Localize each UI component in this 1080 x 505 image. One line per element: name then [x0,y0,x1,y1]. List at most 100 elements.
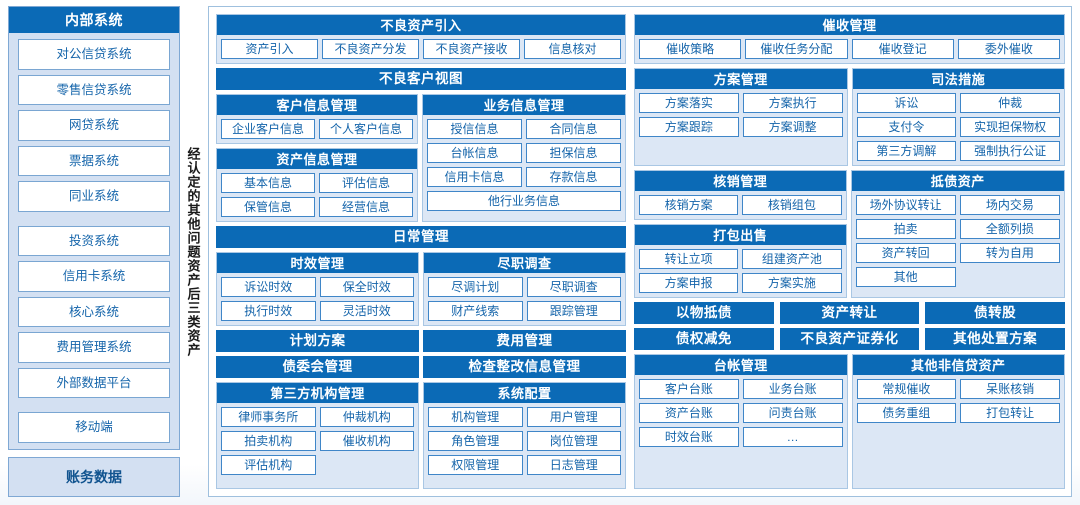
btn-plan-execution[interactable]: 方案执行 [742,93,843,113]
bar-plan-scheme[interactable]: 计划方案 [216,330,419,352]
btn-tracking-management[interactable]: 跟踪管理 [526,301,621,321]
btn-ledger-info[interactable]: 台帐信息 [427,143,522,163]
btn-full-loss-writeoff[interactable]: 全额列损 [959,219,1060,239]
bar-other-disposal-plan[interactable]: 其他处置方案 [925,328,1066,350]
btn-regular-collection[interactable]: 常规催收 [856,379,957,399]
btn-user-management[interactable]: 用户管理 [526,407,621,427]
btn-bad-debt-writeoff[interactable]: 呆账核销 [960,379,1060,399]
btn-plan-execution-sale[interactable]: 方案实施 [742,273,842,293]
sidebar-item-interbank[interactable]: 同业系统 [18,181,170,212]
btn-arbitration[interactable]: 仲裁 [960,93,1060,113]
disposal-bars-row: 以物抵债 债权减免 资产转让 不良资产证券化 债转股 其他处置方案 [634,302,1066,350]
btn-exchange-trade[interactable]: 场内交易 [959,195,1060,215]
bar-expense-management[interactable]: 费用管理 [423,330,626,352]
bar-inspection-rectification[interactable]: 检查整改信息管理 [423,356,626,378]
sidebar-item-expense[interactable]: 费用管理系统 [18,332,170,363]
btn-guarantee-info[interactable]: 担保信息 [526,143,621,163]
btn-debt-restructuring[interactable]: 债务重组 [856,403,957,423]
btn-valuation-info[interactable]: 评估信息 [319,173,413,193]
btn-arbitration-agency[interactable]: 仲裁机构 [319,407,414,427]
btn-basic-info[interactable]: 基本信息 [221,173,315,193]
sidebar-item-mobile[interactable]: 移动端 [18,412,170,444]
btn-property-clues[interactable]: 财产线索 [428,301,523,321]
btn-collection-agency[interactable]: 催收机构 [319,431,414,451]
btn-accountability-ledger[interactable]: 问责台账 [742,403,843,423]
btn-law-firm[interactable]: 律师事务所 [221,407,316,427]
btn-customer-ledger[interactable]: 客户台账 [639,379,739,399]
btn-enterprise-customer-info[interactable]: 企业客户信息 [221,119,315,139]
btn-npl-receive[interactable]: 不良资产接收 [423,39,520,59]
btn-flexible-limitation[interactable]: 灵活时效 [319,301,414,321]
btn-plan-implementation[interactable]: 方案落实 [639,93,739,113]
btn-operation-info[interactable]: 经营信息 [319,197,413,217]
btn-collection-strategy[interactable]: 催收策略 [639,39,742,59]
btn-dd-plan[interactable]: 尽调计划 [428,277,523,297]
btn-plan-declaration[interactable]: 方案申报 [639,273,739,293]
btn-role-management[interactable]: 角色管理 [428,431,523,451]
btn-other-bank-business-info[interactable]: 他行业务信息 [427,191,621,211]
sidebar-item-bills[interactable]: 票据系统 [18,145,170,177]
sidebar-item-core[interactable]: 核心系统 [18,296,170,328]
btn-writeoff-plan[interactable]: 核销方案 [639,195,739,215]
bar-npl-securitization[interactable]: 不良资产证券化 [779,328,920,350]
btn-third-party-mediation[interactable]: 第三方调解 [856,141,957,161]
group-other-noncredit-assets-body: 常规催收 呆账核销 债务重组 打包转让 [853,375,1065,427]
btn-credit-card-info[interactable]: 信用卡信息 [427,167,522,187]
btn-npl-distribution[interactable]: 不良资产分发 [322,39,419,59]
btn-litigation-limitation[interactable]: 诉讼时效 [221,277,316,297]
btn-outsourced-collection[interactable]: 委外催收 [957,39,1060,59]
btn-deposit-info[interactable]: 存款信息 [526,167,621,187]
btn-writeoff-package[interactable]: 核销组包 [742,195,842,215]
btn-permission-management[interactable]: 权限管理 [428,455,523,475]
btn-build-asset-pool[interactable]: 组建资产池 [742,249,842,269]
sidebar-item-retail-credit[interactable]: 零售信贷系统 [18,74,170,106]
sidebar-item-corporate-credit[interactable]: 对公信贷系统 [18,39,170,70]
btn-plan-tracking[interactable]: 方案跟踪 [639,117,739,137]
bar-npl-customer-view[interactable]: 不良客户视图 [216,68,626,90]
btn-enforcement-notarization[interactable]: 强制执行公证 [960,141,1060,161]
bar-asset-transfer[interactable]: 资产转让 [779,302,920,324]
btn-individual-customer-info[interactable]: 个人客户信息 [319,119,413,139]
bar-debt-to-equity[interactable]: 债转股 [925,302,1066,324]
btn-custody-info[interactable]: 保管信息 [221,197,315,217]
btn-asset-intake[interactable]: 资产引入 [221,39,318,59]
btn-due-diligence[interactable]: 尽职调查 [526,277,621,297]
btn-org-management[interactable]: 机构管理 [428,407,523,427]
bar-daily-management[interactable]: 日常管理 [216,226,626,248]
btn-plan-adjustment[interactable]: 方案调整 [742,117,843,137]
sidebar-item-external-data[interactable]: 外部数据平台 [18,367,170,399]
btn-contract-info[interactable]: 合同信息 [526,119,621,139]
btn-realize-security-interest[interactable]: 实现担保物权 [960,117,1060,137]
sidebar-item-credit-card[interactable]: 信用卡系统 [18,261,170,292]
btn-valuation-agency[interactable]: 评估机构 [221,455,316,475]
btn-business-ledger[interactable]: 业务台账 [742,379,843,399]
btn-otc-agreement-transfer[interactable]: 场外协议转让 [855,195,956,215]
btn-auction-agency[interactable]: 拍卖机构 [221,431,316,451]
bar-creditor-committee[interactable]: 债委会管理 [216,356,419,378]
btn-preservation-limitation[interactable]: 保全时效 [319,277,414,297]
btn-convert-to-own-use[interactable]: 转为自用 [959,243,1060,263]
btn-payment-order[interactable]: 支付令 [856,117,957,137]
bar-debt-offset-by-asset[interactable]: 以物抵债 [634,302,774,324]
btn-debt-asset-other[interactable]: 其他 [855,267,956,287]
sidebar-item-investment[interactable]: 投资系统 [18,225,170,257]
btn-timeliness-ledger[interactable]: 时效台账 [639,427,739,447]
btn-collection-task-allocation[interactable]: 催收任务分配 [745,39,848,59]
btn-asset-return[interactable]: 资产转回 [855,243,956,263]
accounting-data-block[interactable]: 账务数据 [8,457,180,497]
btn-position-management[interactable]: 岗位管理 [526,431,621,451]
btn-collection-register[interactable]: 催收登记 [851,39,954,59]
btn-credit-grant-info[interactable]: 授信信息 [427,119,522,139]
sidebar-divider [18,217,170,221]
btn-package-transfer[interactable]: 打包转让 [960,403,1060,423]
btn-auction[interactable]: 拍卖 [855,219,956,239]
bar-debt-reduction[interactable]: 债权减免 [634,328,774,350]
sidebar-item-online-loan[interactable]: 网贷系统 [18,110,170,141]
btn-litigation[interactable]: 诉讼 [856,93,957,113]
btn-ledger-more[interactable]: … [742,427,843,447]
btn-info-check[interactable]: 信息核对 [524,39,621,59]
btn-enforcement-limitation[interactable]: 执行时效 [221,301,316,321]
btn-asset-ledger[interactable]: 资产台账 [639,403,739,423]
btn-transfer-project[interactable]: 转让立项 [639,249,739,269]
btn-log-management[interactable]: 日志管理 [526,455,621,475]
